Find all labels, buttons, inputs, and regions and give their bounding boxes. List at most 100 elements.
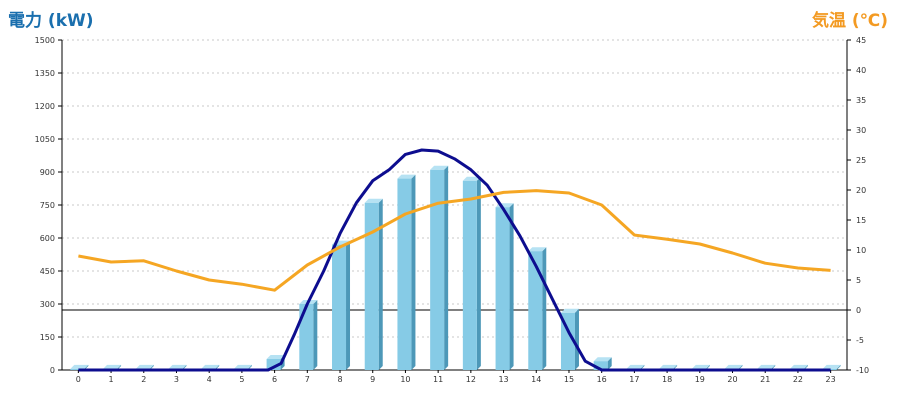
bar (560, 308, 579, 370)
bar-side (378, 198, 383, 370)
left-tick-label: 1350 (35, 69, 55, 78)
bar-side (836, 364, 841, 370)
x-tick-label: 3 (174, 375, 179, 384)
bar-front (266, 359, 281, 370)
x-tick-label: 15 (564, 375, 574, 384)
bar-front (495, 207, 510, 370)
bar-side (542, 247, 547, 370)
bar-top (430, 165, 449, 170)
x-tick-label: 16 (597, 375, 607, 384)
right-tick-label: 25 (856, 156, 866, 165)
bar-top (560, 308, 579, 313)
x-tick-label: 10 (400, 375, 410, 384)
bar-top (659, 364, 678, 369)
temperature-line (78, 189, 831, 292)
bar-top (822, 364, 841, 369)
bar-top (364, 198, 383, 203)
x-tick-label: 1 (109, 375, 114, 384)
bar-top (462, 176, 481, 181)
x-tick-label: 22 (793, 375, 803, 384)
bar-front (332, 244, 347, 370)
x-tick-label: 14 (531, 375, 541, 384)
bar (430, 165, 449, 370)
bar-side (476, 176, 481, 370)
right-tick-label: 30 (856, 126, 866, 135)
bar-side (411, 174, 416, 370)
right-tick-label: -5 (856, 336, 864, 345)
x-tick-label: 13 (498, 375, 508, 384)
right-tick-label: 0 (856, 306, 861, 315)
bar-front (430, 169, 445, 370)
bar-top (757, 364, 776, 369)
bar-top (724, 364, 743, 369)
bar-side (574, 308, 579, 370)
bar-top (168, 364, 187, 369)
grid (62, 39, 847, 338)
bar-side (607, 357, 612, 370)
bar-front (593, 361, 608, 370)
bar-top (626, 364, 645, 369)
bar-front (397, 178, 412, 370)
bar (495, 203, 514, 370)
right-tick-label: 20 (856, 186, 866, 195)
right-tick-label: 35 (856, 96, 866, 105)
x-tick-label: 8 (337, 375, 342, 384)
x-tick-label: 18 (662, 375, 672, 384)
right-tick-label: 10 (856, 246, 866, 255)
x-tick-label: 12 (466, 375, 476, 384)
bar-side (346, 240, 351, 370)
x-tick-label: 5 (239, 375, 244, 384)
left-tick-label: 150 (40, 333, 55, 342)
bar (462, 176, 481, 370)
bar-front (560, 312, 575, 370)
x-tick-label: 2 (141, 375, 146, 384)
x-tick-label: 19 (695, 375, 705, 384)
bar-top (201, 364, 220, 369)
bar-top (528, 247, 547, 252)
tick-labels: 01503004506007509001050120013501500-10-5… (35, 36, 869, 384)
bar-top (103, 364, 122, 369)
left-tick-label: 600 (40, 234, 55, 243)
lines (78, 148, 831, 372)
bar-side (313, 300, 318, 370)
right-tick-label: 5 (856, 276, 861, 285)
bar-top (593, 357, 612, 362)
x-tick-label: 20 (727, 375, 737, 384)
right-tick-label: 15 (856, 216, 866, 225)
bar-top (397, 174, 416, 179)
right-tick-label: -10 (856, 366, 869, 375)
right-axis-title: 気温 (℃) (811, 11, 888, 31)
left-tick-label: 750 (40, 201, 55, 210)
left-axis-title: 電力 (kW) (8, 11, 94, 31)
bar-top (789, 364, 808, 369)
axes (58, 39, 851, 373)
bar-front (70, 368, 85, 370)
left-tick-label: 300 (40, 300, 55, 309)
x-tick-label: 11 (433, 375, 443, 384)
bar-side (444, 165, 449, 370)
left-tick-label: 1050 (35, 135, 55, 144)
right-tick-label: 40 (856, 66, 866, 75)
x-tick-label: 0 (76, 375, 81, 384)
left-tick-label: 0 (50, 366, 55, 375)
bar-front (462, 180, 477, 370)
x-tick-label: 17 (629, 375, 639, 384)
x-tick-label: 9 (370, 375, 375, 384)
left-tick-label: 1500 (35, 36, 55, 45)
bar-top (233, 364, 252, 369)
bar-top (691, 364, 710, 369)
bar (332, 240, 351, 370)
bar (397, 174, 416, 370)
x-tick-label: 7 (305, 375, 310, 384)
bar (593, 357, 612, 370)
x-tick-label: 4 (207, 375, 212, 384)
bar (299, 300, 318, 370)
power-line (78, 148, 831, 372)
bar (364, 198, 383, 370)
left-tick-label: 1200 (35, 102, 55, 111)
bar-top (266, 355, 285, 359)
x-tick-label: 6 (272, 375, 277, 384)
bar-front (528, 251, 543, 370)
x-tick-label: 21 (760, 375, 770, 384)
